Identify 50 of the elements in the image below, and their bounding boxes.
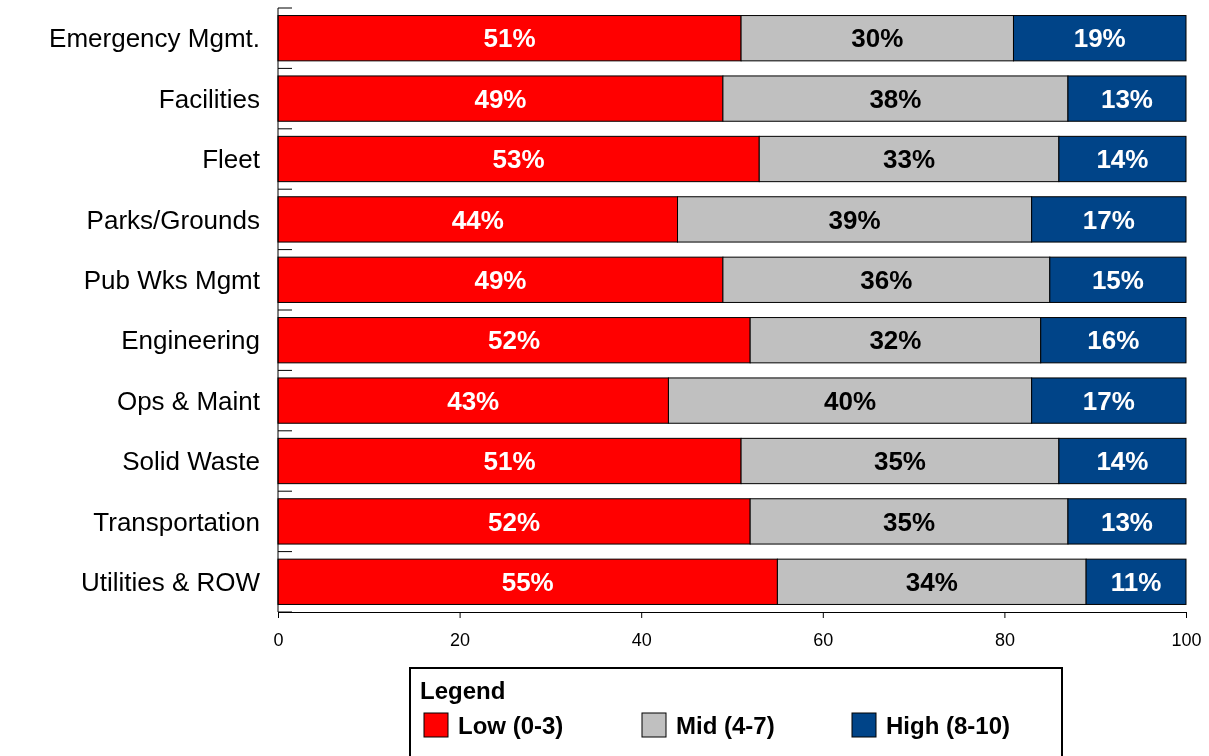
data-label: 30% <box>851 23 904 54</box>
y-tick-label: Facilities <box>158 83 260 114</box>
data-label: 34% <box>905 566 958 597</box>
data-label: 14% <box>1096 144 1149 175</box>
y-tick-label: Engineering <box>121 325 260 356</box>
x-tick-label: 20 <box>450 630 471 651</box>
x-tick-label: 40 <box>631 630 652 651</box>
data-label: 13% <box>1100 83 1153 114</box>
data-label: 32% <box>869 325 922 356</box>
data-label: 11% <box>1110 566 1162 597</box>
data-label: 14% <box>1096 446 1149 477</box>
x-tick-label: 0 <box>273 630 284 651</box>
data-label: 19% <box>1073 23 1126 54</box>
data-label: 15% <box>1091 264 1144 295</box>
data-label: 33% <box>883 144 936 175</box>
data-label: 40% <box>824 385 877 416</box>
data-label: 17% <box>1082 385 1135 416</box>
y-tick-label: Transportation <box>93 506 260 537</box>
y-tick-label: Pub Wks Mgmt <box>83 264 261 295</box>
y-tick-label: Solid Waste <box>122 446 260 477</box>
legend-label: Low (0-3) <box>458 712 564 739</box>
data-label: 39% <box>828 204 881 235</box>
data-label: 52% <box>488 506 541 537</box>
x-tick-label: 100 <box>1171 630 1202 651</box>
data-label: 35% <box>873 446 926 477</box>
data-label: 53% <box>492 144 545 175</box>
data-label: 51% <box>483 23 536 54</box>
data-label: 52% <box>488 325 541 356</box>
data-label: 44% <box>451 204 504 235</box>
data-label: 16% <box>1087 325 1140 356</box>
data-label: 35% <box>883 506 936 537</box>
data-label: 49% <box>474 264 527 295</box>
data-label: 36% <box>860 264 913 295</box>
y-tick-label: Ops & Maint <box>116 385 261 416</box>
legend-label: Mid (4-7) <box>676 712 775 739</box>
y-tick-label: Fleet <box>202 144 261 175</box>
data-label: 17% <box>1082 204 1135 235</box>
data-label: 38% <box>869 83 922 114</box>
y-tick-label: Parks/Grounds <box>86 204 260 235</box>
legend-label: High (8-10) <box>886 712 1011 739</box>
x-tick-label: 60 <box>813 630 834 651</box>
data-label: 55% <box>501 566 554 597</box>
data-label: 49% <box>474 83 527 114</box>
x-tick-label: 80 <box>994 630 1015 651</box>
data-label: 51% <box>483 446 536 477</box>
data-label: 43% <box>447 385 500 416</box>
data-label: 13% <box>1100 506 1153 537</box>
y-tick-label: Emergency Mgmt. <box>49 23 260 54</box>
legend-title: Legend <box>420 677 506 704</box>
y-tick-label: Utilities & ROW <box>80 566 261 597</box>
